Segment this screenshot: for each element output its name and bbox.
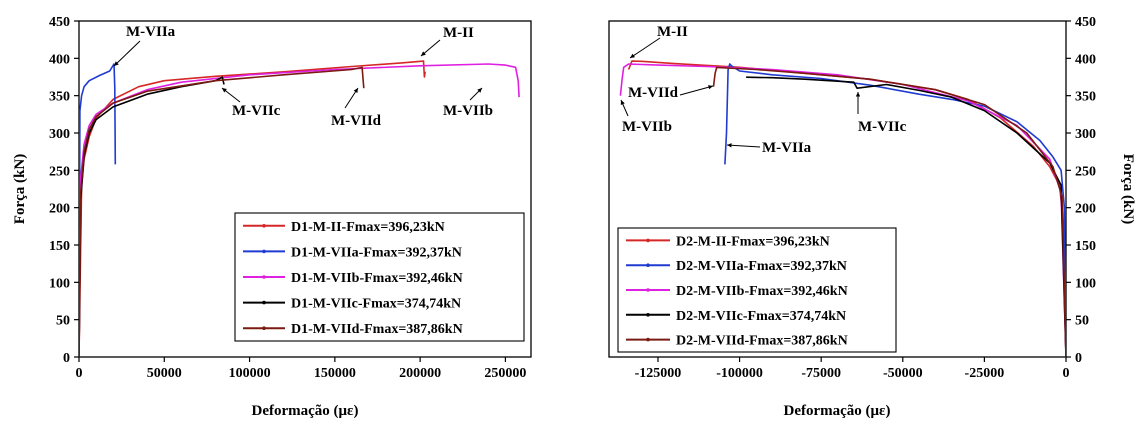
annotation-label: M-II — [657, 24, 688, 40]
series-line-3 — [619, 63, 1066, 357]
series-line-1 — [79, 60, 426, 357]
y-tick-label: 350 — [49, 90, 70, 105]
annotation-arrow — [629, 37, 661, 59]
annotation-arrowhead — [630, 53, 635, 58]
annotation-label: M-VIIb — [622, 119, 672, 135]
y-tick-label: 250 — [1075, 164, 1096, 179]
y-tick-label: 150 — [1075, 239, 1096, 254]
annotation-label: M-VIIb — [443, 103, 493, 119]
y-tick-label: 50 — [1075, 314, 1089, 329]
annotation-label: M-VIIc — [232, 103, 281, 119]
legend-marker — [262, 300, 266, 305]
y-tick-label: 200 — [49, 202, 70, 217]
y-tick-label: 150 — [49, 239, 70, 254]
chart-right: -125000 -100000 -75000 -50000 -25000 00 50 100 1… — [608, 15, 1136, 419]
annotation-label: M-VIIa — [126, 24, 176, 40]
annotation-label: M-VIIa — [762, 140, 812, 156]
annotation-arrowhead — [222, 88, 227, 93]
legend-marker — [262, 275, 266, 279]
y-tick-label: 400 — [49, 52, 70, 67]
legend-label: D2-M-VIIa-Fmax=392,37kN — [676, 259, 847, 274]
legend-label: D2-M-II-Fmax=396,23kN — [676, 234, 830, 249]
x-tick-label: -50000 — [883, 366, 923, 381]
legend-marker — [262, 326, 266, 331]
annotation-arrowhead — [708, 85, 713, 90]
y-tick-label: 450 — [1075, 15, 1096, 30]
series-line-5 — [712, 66, 1066, 357]
legend-label: D1-M-II-Fmax=396,23kN — [291, 220, 445, 235]
x-tick-label: 0 — [76, 366, 83, 381]
legend-marker — [646, 238, 650, 243]
legend-marker — [262, 224, 266, 228]
y-tick-label: 100 — [49, 276, 70, 291]
x-tick-label: 100000 — [229, 366, 271, 381]
legend-marker — [646, 313, 650, 317]
y-tick-label: 200 — [1075, 202, 1096, 217]
annotation-label: M-VIId — [628, 85, 679, 101]
y-tick-label: 450 — [49, 15, 70, 30]
annotation-arrowhead — [620, 100, 625, 105]
x-tick-label: -25000 — [965, 366, 1005, 381]
legend-label: D1-M-VIIb-Fmax=392,46kN — [291, 271, 463, 286]
annotation-label: M-II — [443, 25, 474, 41]
y-axis-title: Força (kN) — [1120, 154, 1136, 224]
y-tick-label: 300 — [49, 127, 70, 142]
series-line-4 — [79, 76, 225, 357]
legend-label: D1-M-VIIa-Fmax=392,37kN — [291, 245, 462, 260]
annotation-arrow — [113, 40, 141, 67]
annotation-arrowhead — [477, 88, 482, 93]
legend-marker — [646, 337, 650, 342]
legend: D1-M-II-Fmax=396,23kN D1-M-VIIa-Fmax=392,… — [234, 212, 525, 342]
annotation-label: M-VIId — [331, 113, 382, 129]
y-axis-title: Força (kN) — [12, 154, 28, 224]
x-tick-label: 50000 — [147, 366, 182, 381]
y-tick-label: 250 — [49, 164, 70, 179]
chart-left: 0 50000 100000 150000 200000 250000 0 50 100 150 2… — [12, 15, 532, 419]
annotation-arrowhead — [114, 61, 119, 66]
annotation-arrowhead — [353, 88, 358, 93]
x-axis-title: Deformação (με) — [252, 403, 359, 419]
annotation-arrowhead — [421, 51, 426, 56]
plot-frame — [608, 20, 1067, 358]
y-tick-label: 0 — [1075, 351, 1082, 366]
annotation-arrow — [679, 85, 714, 96]
x-tick-label: -75000 — [801, 366, 841, 381]
annotation-arrow — [726, 144, 761, 148]
x-tick-label: -125000 — [635, 366, 682, 381]
legend-marker — [646, 288, 650, 292]
annotation-arrowhead — [855, 92, 861, 97]
y-tick-label: 350 — [1075, 90, 1096, 105]
x-tick-label: 200000 — [399, 366, 441, 381]
annotation-label: M-VIIc — [858, 119, 907, 135]
y-tick-label: 300 — [1075, 127, 1096, 142]
annotation-arrowhead — [727, 143, 732, 148]
x-tick-label: 250000 — [484, 366, 526, 381]
series-line-2 — [79, 63, 117, 357]
legend-label: D2-M-VIIc-Fmax=374,74kN — [676, 309, 846, 324]
y-tick-label: 0 — [63, 351, 70, 366]
y-tick-label: 50 — [56, 314, 70, 329]
y-tick-label: 100 — [1075, 276, 1096, 291]
x-tick-label: 0 — [1063, 366, 1070, 381]
legend-label: D1-M-VIId-Fmax=387,86kN — [291, 322, 463, 337]
y-tick-label: 400 — [1075, 52, 1096, 67]
series-line-2 — [724, 63, 1066, 357]
legend-marker — [646, 263, 650, 268]
legend-marker — [262, 249, 266, 254]
legend-label: D2-M-VIIb-Fmax=392,46kN — [676, 284, 848, 299]
legend: D2-M-II-Fmax=396,23kN D2-M-VIIa-Fmax=392,… — [617, 227, 897, 353]
x-tick-label: -100000 — [716, 366, 763, 381]
x-axis-title: Deformação (με) — [784, 403, 891, 419]
legend-label: D1-M-VIIc-Fmax=374,74kN — [291, 297, 461, 312]
series-line-5 — [79, 66, 365, 357]
legend-label: D2-M-VIId-Fmax=387,86kN — [676, 334, 848, 349]
series-line-3 — [79, 63, 520, 357]
x-tick-label: 150000 — [314, 366, 356, 381]
